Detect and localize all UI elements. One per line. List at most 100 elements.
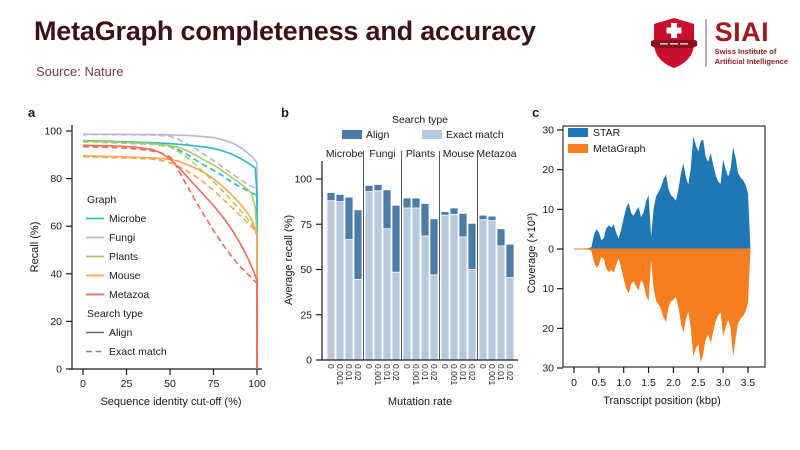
c-y-tick-label: 10: [542, 204, 554, 216]
a-y-tick-label: 80: [50, 173, 62, 185]
b-bar-exact-metazoa-0: [478, 219, 488, 361]
c-legend-star-label: STAR: [593, 127, 621, 139]
siai-shield-icon: [650, 18, 697, 68]
c-y-tick-label: 0: [548, 244, 554, 256]
b-bar-exact-fungi-0.01: [382, 228, 392, 361]
b-bar-exact-microbe-0: [326, 200, 336, 361]
a-y-tick-label: 40: [50, 268, 62, 280]
panel-b-label: b: [281, 105, 289, 120]
b-legend-exact-swatch: [422, 130, 442, 139]
b-x-tick-label: 0.02: [353, 364, 363, 381]
logo-acronym: SIAI: [714, 16, 770, 47]
b-group-label-metazoa: Metazoa: [476, 148, 516, 160]
figure: a 0 20 40 60 80 100 0 25 50 75 100 Sequence identity…: [0, 95, 800, 445]
a-series-mouse-align: [82, 155, 258, 369]
b-x-tick-label: 0: [440, 364, 450, 369]
a-x-axis-title: Sequence identity cut-off (%): [100, 396, 241, 408]
b-x-tick-label: 0.02: [505, 364, 515, 381]
b-x-tick-label: 0.01: [420, 364, 430, 381]
b-bar-exact-plants-0: [402, 207, 412, 361]
b-bar-exact-microbe-0.01: [344, 239, 354, 361]
a-x-tick-label: 50: [164, 378, 176, 390]
b-bar-exact-fungi-0.02: [391, 271, 401, 361]
b-group-label-plants: Plants: [406, 148, 435, 160]
b-group-label-fungi: Fungi: [369, 148, 395, 160]
a-series-metazoa-exact: [82, 145, 258, 369]
c-x-tick-label: 1.5: [641, 377, 656, 389]
b-x-tick-label: 0.001: [487, 364, 497, 386]
b-bar-exact-fungi-0.001: [373, 190, 383, 361]
c-x-tick-label: 0.5: [592, 377, 607, 389]
b-bar-exact-microbe-0.02: [353, 279, 363, 361]
b-legend-exact-label: Exact match: [446, 129, 504, 141]
b-bar-exact-plants-0.001: [411, 207, 421, 361]
a-x-tick-label: 100: [248, 378, 266, 390]
panel-c-label: c: [532, 105, 539, 120]
c-legend-star-swatch: [568, 128, 588, 137]
b-bar-exact-mouse-0.01: [458, 236, 468, 361]
a-series-plants-exact: [82, 141, 258, 369]
a-series-fungi-align: [83, 133, 258, 369]
logo-divider: [704, 19, 707, 67]
a-y-tick-label: 60: [50, 221, 62, 233]
c-y-tick-label: 20: [542, 323, 554, 335]
b-bar-exact-metazoa-0.02: [505, 277, 515, 361]
b-x-tick-label: 0.001: [373, 364, 383, 386]
b-y-tick-label: 100: [294, 174, 312, 186]
a-y-tick-label: 0: [56, 364, 62, 376]
b-legend-align-swatch: [342, 130, 362, 139]
b-y-axis-title: Average recall (%): [283, 215, 295, 305]
b-bar-exact-plants-0.02: [429, 274, 439, 361]
logo-text: SIAI Swiss Institute of Artificial Intel…: [714, 16, 788, 66]
a-y-axis-title: Recall (%): [29, 222, 41, 273]
a-series-metazoa-align: [82, 144, 258, 369]
c-legend-metagraph-swatch: [568, 144, 588, 153]
a-series-mouse-exact: [82, 155, 258, 369]
b-x-tick-label: 0.01: [382, 364, 392, 381]
a-legend-exact: Exact match: [109, 346, 167, 358]
b-x-tick-label: 0.001: [335, 364, 345, 386]
b-group-label-microbe: Microbe: [326, 148, 364, 160]
panel-a-line-chart: a 0 20 40 60 80 100 0 25 50 75 100 Sequence identity…: [28, 105, 266, 408]
c-y-tick-label: 30: [542, 363, 554, 375]
b-x-tick-label: 0: [326, 364, 336, 369]
b-group-label-mouse: Mouse: [443, 148, 475, 160]
b-x-tick-label: 0.02: [391, 364, 401, 381]
c-x-tick-label: 3.5: [741, 377, 756, 389]
b-x-tick-label: 0.01: [344, 364, 354, 381]
b-x-tick-label: 0.001: [449, 364, 459, 386]
source-line: Source: Nature: [36, 64, 123, 79]
c-y-axis-title: Coverage (×10³): [526, 213, 538, 293]
a-series-microbe-exact: [82, 140, 258, 369]
a-legend-item-fungi: Fungi: [109, 232, 135, 244]
b-bar-exact-microbe-0.001: [335, 201, 345, 361]
c-area-star: [574, 136, 751, 249]
a-series-microbe-align: [82, 139, 258, 369]
b-x-tick-label: 0: [478, 364, 488, 369]
a-legend-item-mouse: Mouse: [109, 270, 141, 282]
c-y-tick-label: 20: [542, 164, 554, 176]
c-x-tick-label: 2.5: [691, 377, 706, 389]
page-title: MetaGraph completeness and accuracy: [34, 16, 536, 46]
siai-logo: SIAI Swiss Institute of Artificial Intel…: [650, 12, 788, 74]
b-bar-exact-plants-0.01: [420, 235, 430, 361]
c-x-tick-label: 1.0: [616, 377, 631, 389]
c-y-tick-label: 30: [542, 124, 554, 136]
b-x-tick-label: 0.01: [458, 364, 468, 381]
b-x-tick-label: 0.02: [429, 364, 439, 381]
a-y-tick-label: 100: [44, 126, 62, 138]
b-x-tick-label: 0.001: [411, 364, 421, 386]
a-series-fungi-exact: [83, 133, 258, 369]
c-x-axis-title: Transcript position (kbp): [603, 395, 721, 407]
c-area-metagraph: [574, 249, 751, 363]
b-y-tick-label: 25: [300, 309, 312, 321]
a-legend-align: Align: [109, 327, 133, 339]
b-bar-exact-mouse-0.02: [467, 269, 477, 361]
b-bar-exact-fungi-0: [364, 191, 374, 361]
c-x-tick-label: 0: [571, 377, 577, 389]
a-x-tick-label: 0: [80, 378, 86, 390]
c-plot-border: [562, 125, 766, 368]
